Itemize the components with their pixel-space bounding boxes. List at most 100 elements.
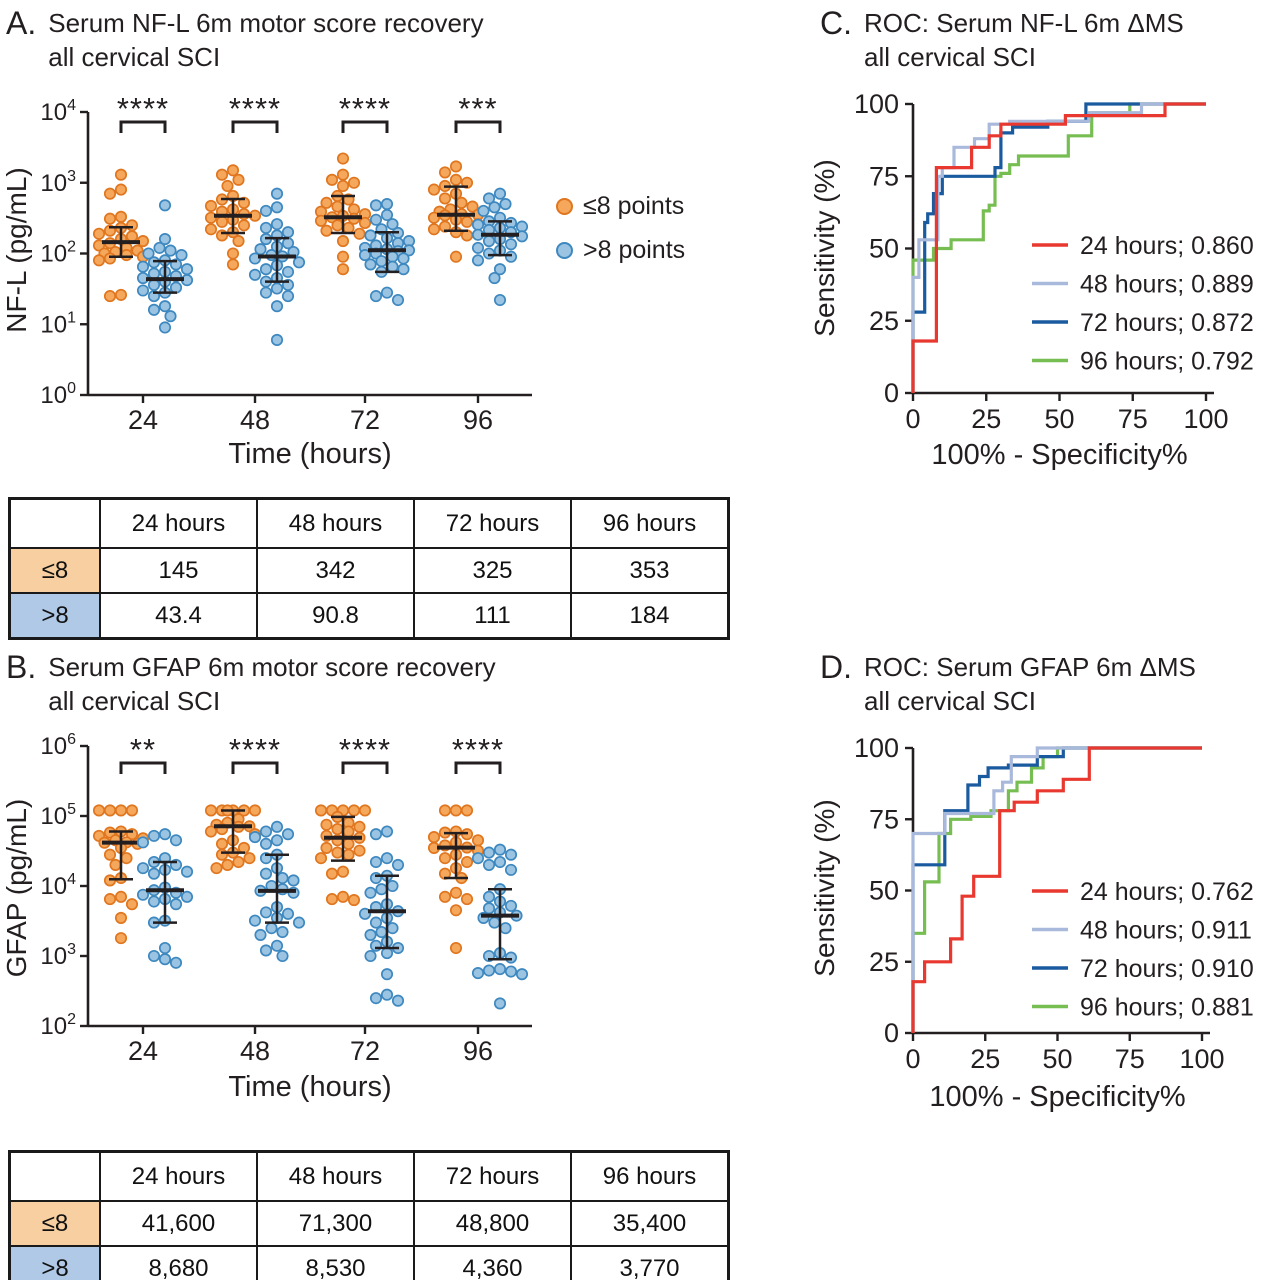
table-column-header: 24 hours: [99, 1150, 258, 1202]
data-point: [336, 263, 350, 276]
data-point: [449, 250, 463, 263]
data-point: [254, 243, 267, 256]
table-cell-value: 71,300: [256, 1200, 415, 1247]
data-point: [147, 303, 161, 316]
x-tick-label: 48: [240, 405, 270, 435]
table-column-header: 48 hours: [256, 1150, 415, 1202]
significance-stars: ****: [229, 732, 281, 767]
data-point: [120, 852, 133, 865]
y-tick-label: 25: [869, 306, 899, 336]
data-point: [232, 234, 245, 248]
errorbar-96h-gt8: [481, 887, 519, 961]
data-point: [125, 898, 139, 911]
data-point: [136, 836, 150, 849]
data-point: [259, 867, 273, 880]
data-point: [281, 290, 295, 303]
data-point: [136, 862, 150, 875]
x-tick-label: 75: [1115, 1044, 1145, 1074]
legend-label: 48 hours; 0.911: [1080, 917, 1252, 945]
y-tick-label: 104: [40, 871, 76, 900]
panel-d-roc-plot: 0 25 50 75 100 0 25 50 75 100 100% - Specificity% S…: [809, 733, 1254, 1113]
data-point: [158, 233, 172, 246]
data-point: [243, 852, 256, 865]
x-tick-label: 25: [971, 404, 1001, 434]
errorbar-72h-gt8: [368, 874, 406, 950]
data-point: [103, 252, 117, 265]
table-cell-value: 8,680: [99, 1245, 258, 1280]
y-tick-label: 102: [40, 1011, 76, 1040]
significance-stars: ****: [229, 91, 281, 126]
table-cell-value: 8,530: [256, 1245, 415, 1280]
data-point: [504, 848, 518, 861]
y-tick-label: 103: [40, 168, 76, 197]
data-point: [270, 201, 284, 214]
data-point: [136, 260, 150, 273]
data-point: [281, 907, 295, 920]
data-point: [325, 893, 339, 906]
data-point: [391, 858, 405, 871]
data-point: [342, 825, 355, 838]
x-tick-label: 100: [1183, 404, 1228, 434]
panel-c-roc-plot: 0 25 50 75 100 0 25 50 75 100 100% - Specificity% S…: [809, 89, 1254, 471]
data-point: [347, 804, 361, 817]
y-axis-title: Sensitivity (%): [809, 159, 840, 336]
errorbar-24h-le8: [102, 225, 140, 258]
data-point: [336, 152, 350, 165]
data-point: [254, 928, 267, 941]
x-axis-title: Time (hours): [228, 438, 391, 470]
table-row: >8 8,680 8,530 4,360 3,770: [8, 1245, 730, 1280]
data-point: [364, 928, 377, 941]
data-point: [276, 871, 289, 885]
data-point: [449, 804, 463, 817]
data-point: [237, 196, 251, 209]
data-point: [515, 220, 529, 233]
data-point: [142, 247, 155, 260]
data-point: [226, 164, 240, 177]
data-point: [292, 256, 306, 269]
y-tick-label: 100: [40, 380, 76, 409]
x-tick-label: 24: [128, 405, 158, 435]
table-row-label: ≤8: [8, 1200, 101, 1247]
y-tick-label: 100: [854, 89, 899, 119]
table-column-header: 72 hours: [413, 1150, 572, 1202]
data-point: [215, 848, 229, 861]
data-point: [259, 825, 273, 838]
data-point: [449, 941, 463, 955]
y-tick-label: 103: [40, 941, 76, 970]
significance-stars: ****: [339, 732, 391, 767]
data-point: [281, 226, 295, 239]
data-point: [136, 284, 150, 297]
data-point: [270, 282, 284, 295]
data-point: [215, 168, 229, 181]
legend-label: 48 hours; 0.889: [1080, 271, 1254, 299]
legend-label: 72 hours; 0.872: [1080, 309, 1254, 337]
data-point: [438, 192, 452, 205]
panel-a-subtitle: all cervical SCI: [48, 42, 221, 72]
data-point: [259, 906, 273, 919]
data-point: [499, 197, 512, 211]
data-point: [292, 916, 306, 929]
data-point: [504, 238, 518, 251]
table-cell-value: 353: [570, 547, 730, 594]
data-point: [114, 890, 128, 903]
table-corner-cell: [8, 1150, 101, 1202]
data-point: [114, 210, 128, 223]
data-point: [125, 230, 139, 243]
data-point: [336, 234, 350, 248]
errorbar-48h-gt8: [258, 236, 296, 283]
data-point: [342, 837, 355, 850]
data-point: [460, 176, 474, 189]
table-cell-value: 35,400: [570, 1200, 730, 1247]
data-point: [471, 852, 485, 865]
data-point: [347, 893, 361, 907]
data-point: [482, 234, 496, 248]
data-point: [164, 310, 177, 323]
x-tick-label: 72: [350, 1036, 380, 1066]
data-point: [226, 258, 240, 271]
x-tick-label: 24: [128, 1036, 158, 1066]
data-point: [391, 293, 405, 307]
data-point: [259, 286, 273, 299]
data-point: [158, 199, 172, 212]
data-point: [158, 300, 172, 313]
panel-a-title-text: Serum NF-L 6m motor score recovery: [48, 8, 484, 38]
